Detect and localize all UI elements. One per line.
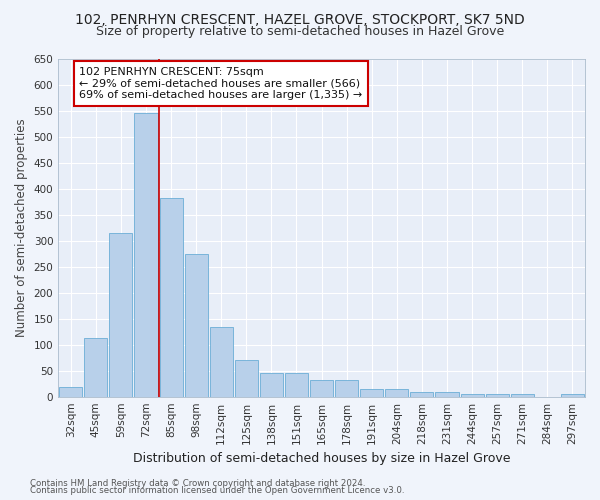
Bar — [134, 112, 158, 397]
X-axis label: Distribution of semi-detached houses by size in Hazel Grove: Distribution of semi-detached houses by … — [133, 452, 511, 465]
Bar — [260, 373, 283, 396]
Bar — [461, 394, 484, 396]
Bar — [561, 394, 584, 396]
Bar — [385, 390, 409, 396]
Bar — [436, 392, 458, 396]
Bar — [310, 380, 333, 396]
Bar — [410, 392, 433, 396]
Bar — [511, 394, 534, 396]
Bar — [285, 373, 308, 396]
Bar — [59, 388, 82, 396]
Bar — [209, 326, 233, 396]
Bar — [185, 254, 208, 396]
Text: 102, PENRHYN CRESCENT, HAZEL GROVE, STOCKPORT, SK7 5ND: 102, PENRHYN CRESCENT, HAZEL GROVE, STOC… — [75, 12, 525, 26]
Bar — [84, 338, 107, 396]
Bar — [109, 233, 133, 396]
Y-axis label: Number of semi-detached properties: Number of semi-detached properties — [15, 118, 28, 337]
Text: 102 PENRHYN CRESCENT: 75sqm
← 29% of semi-detached houses are smaller (566)
69% : 102 PENRHYN CRESCENT: 75sqm ← 29% of sem… — [79, 67, 363, 100]
Bar — [335, 380, 358, 396]
Bar — [235, 360, 258, 396]
Text: Contains HM Land Registry data © Crown copyright and database right 2024.: Contains HM Land Registry data © Crown c… — [30, 478, 365, 488]
Text: Size of property relative to semi-detached houses in Hazel Grove: Size of property relative to semi-detach… — [96, 25, 504, 38]
Text: Contains public sector information licensed under the Open Government Licence v3: Contains public sector information licen… — [30, 486, 404, 495]
Bar — [485, 394, 509, 396]
Bar — [360, 390, 383, 396]
Bar — [160, 198, 182, 396]
